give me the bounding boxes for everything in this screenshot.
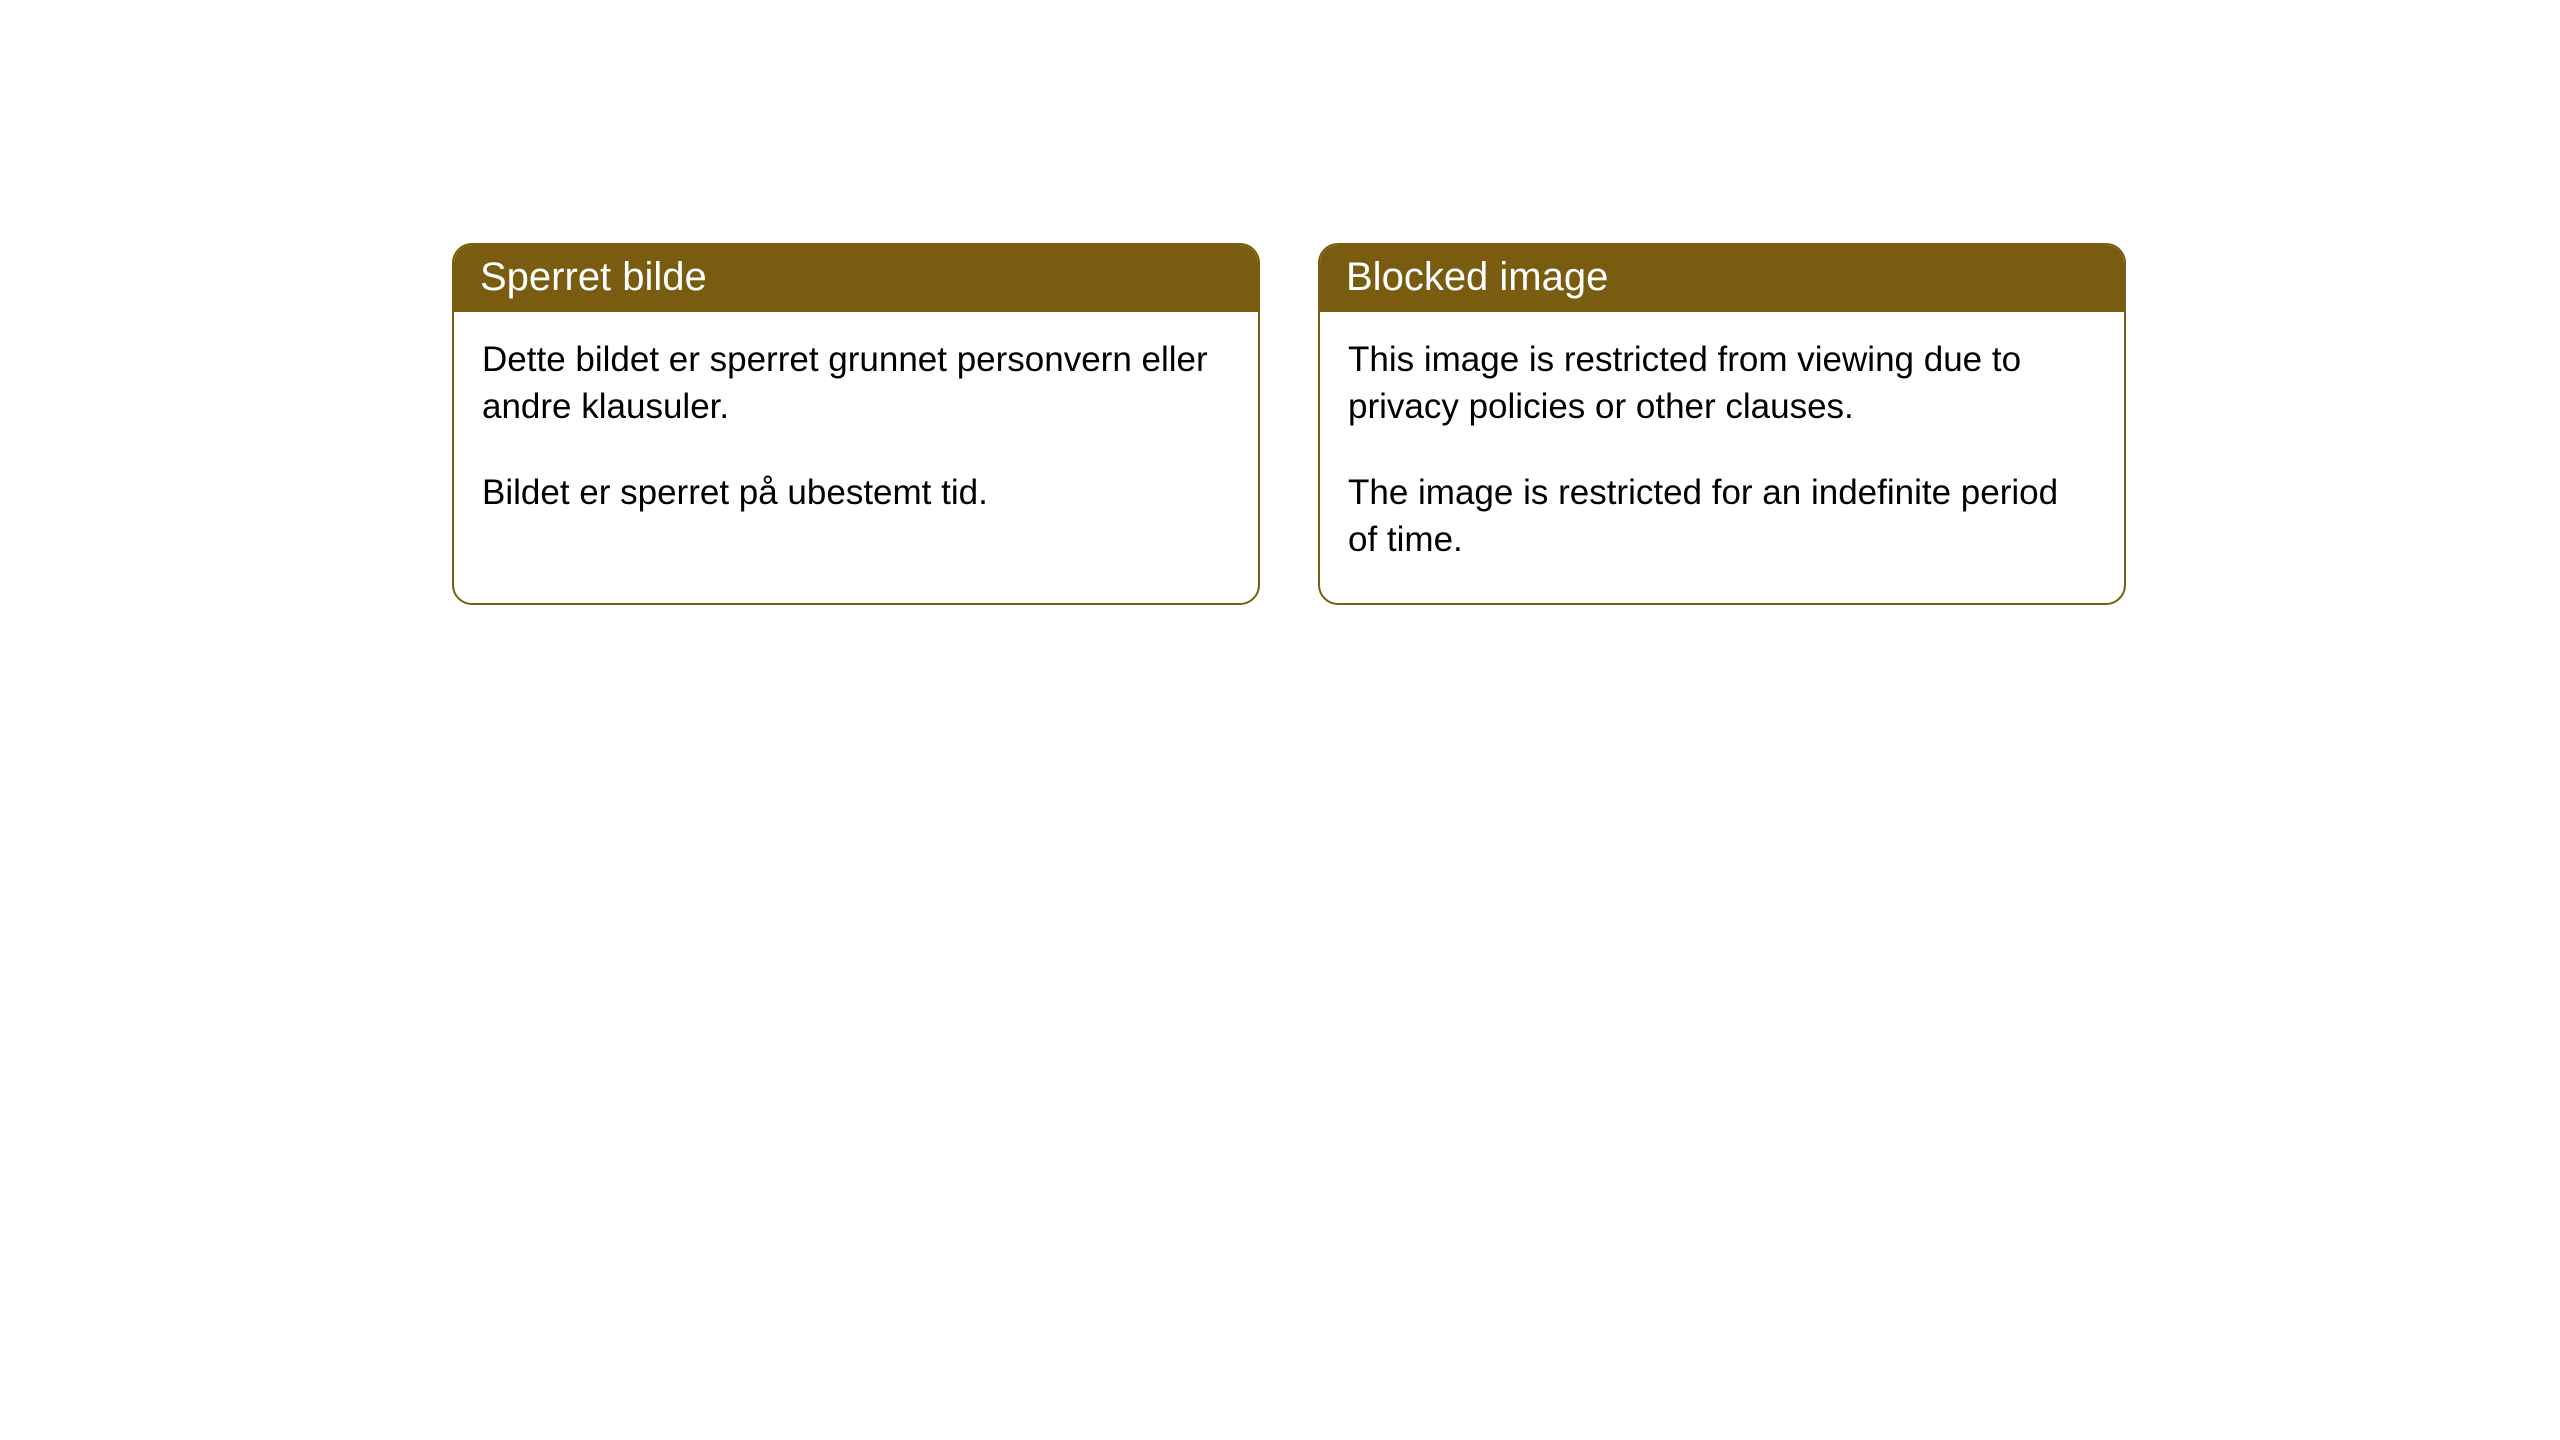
card-header-no: Sperret bilde [454, 245, 1258, 312]
blocked-image-card-no: Sperret bilde Dette bildet er sperret gr… [452, 243, 1260, 605]
card-header-en: Blocked image [1320, 245, 2124, 312]
card-paragraph-2-en: The image is restricted for an indefinit… [1348, 469, 2096, 564]
blocked-image-card-en: Blocked image This image is restricted f… [1318, 243, 2126, 605]
cards-container: Sperret bilde Dette bildet er sperret gr… [0, 0, 2560, 605]
card-paragraph-2-no: Bildet er sperret på ubestemt tid. [482, 469, 1230, 516]
card-paragraph-1-no: Dette bildet er sperret grunnet personve… [482, 336, 1230, 431]
card-body-en: This image is restricted from viewing du… [1320, 312, 2124, 603]
card-paragraph-1-en: This image is restricted from viewing du… [1348, 336, 2096, 431]
card-body-no: Dette bildet er sperret grunnet personve… [454, 312, 1258, 556]
